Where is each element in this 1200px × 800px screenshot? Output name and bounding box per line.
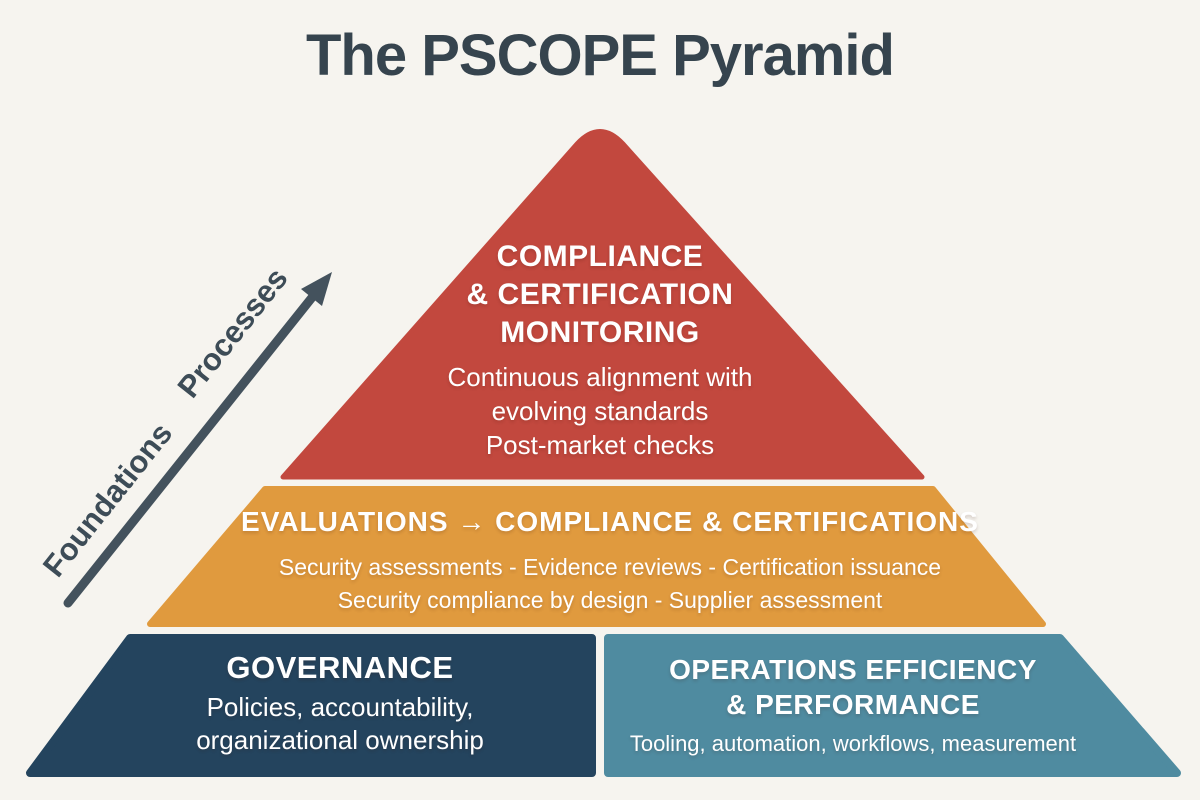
body-line: Tooling, automation, workflows, measurem… (629, 731, 1077, 756)
ascending-arrow-head-icon (301, 272, 332, 306)
level-mid-shape (150, 489, 1043, 624)
body-line: Security compliance by design - Supplier… (337, 587, 883, 613)
level-mid-body: Security assessments - Evidence reviews … (120, 551, 1100, 617)
level-top-body: Continuous alignment with evolving stand… (380, 360, 820, 462)
heading-line: & PERFORMANCE (726, 689, 980, 720)
heading-line: COMPLIANCE (496, 240, 704, 273)
level-governance-body: Policies, accountability, organizational… (80, 691, 600, 757)
heading-line: EVALUATIONS → COMPLIANCE & CERTIFICATION… (241, 506, 979, 537)
level-operations-text: OPERATIONS EFFICIENCY & PERFORMANCE Tool… (618, 652, 1088, 759)
level-operations-body: Tooling, automation, workflows, measurem… (618, 729, 1088, 759)
body-line: Security assessments - Evidence reviews … (278, 554, 942, 580)
level-top-text: COMPLIANCE & CERTIFICATION MONITORING Co… (380, 238, 820, 462)
body-line: Post-market checks (485, 430, 715, 460)
body-line: Policies, accountability, (206, 692, 474, 722)
heading-line: MONITORING (500, 316, 700, 349)
level-operations-shape (608, 638, 1177, 773)
heading-line: & CERTIFICATION (466, 278, 734, 311)
level-top-shape-outline (280, 129, 925, 480)
level-governance-text: GOVERNANCE Policies, accountability, org… (80, 650, 600, 757)
level-operations-heading: OPERATIONS EFFICIENCY & PERFORMANCE (618, 652, 1088, 722)
level-operations-shape-outline (604, 634, 1181, 777)
level-governance-shape (30, 638, 592, 773)
heading-line: GOVERNANCE (226, 650, 454, 685)
level-governance-heading: GOVERNANCE (80, 650, 600, 686)
level-mid-heading: EVALUATIONS → COMPLIANCE & CERTIFICATION… (120, 506, 1100, 538)
body-line: evolving standards (491, 396, 709, 426)
level-mid-shape-outline (147, 486, 1046, 627)
heading-line: OPERATIONS EFFICIENCY (669, 654, 1037, 685)
body-line: Continuous alignment with (447, 362, 753, 392)
body-line: organizational ownership (196, 725, 484, 755)
level-governance-shape-outline (26, 634, 596, 777)
page-title: The PSCOPE Pyramid (306, 23, 895, 88)
level-top-shape (283, 131, 922, 477)
level-top-heading: COMPLIANCE & CERTIFICATION MONITORING (380, 238, 820, 352)
level-mid-text: EVALUATIONS → COMPLIANCE & CERTIFICATION… (120, 506, 1100, 617)
ascending-arrow-shaft (63, 290, 319, 608)
